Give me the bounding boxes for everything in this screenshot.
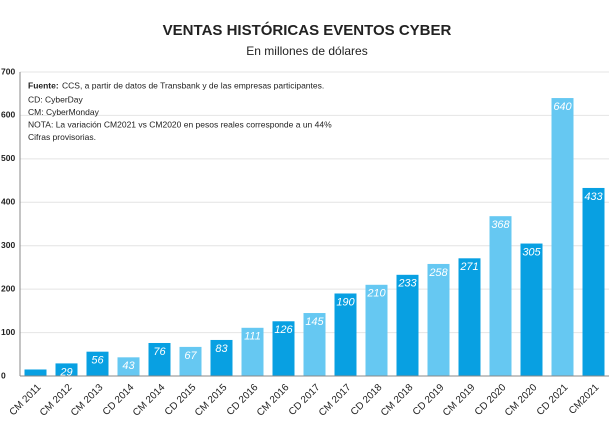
value-label: 126 — [274, 324, 293, 336]
value-label: 67 — [184, 350, 197, 362]
bar — [272, 321, 295, 376]
bar — [458, 258, 481, 376]
bar — [427, 263, 450, 376]
value-label: 433 — [584, 191, 603, 203]
y-tick-label: 200 — [1, 283, 15, 293]
value-label: 305 — [522, 246, 541, 258]
bar — [117, 357, 140, 376]
value-label: 368 — [491, 219, 510, 231]
y-tick-label: 300 — [1, 240, 15, 250]
x-tick-label: CM 2018 — [379, 382, 416, 419]
value-label: 76 — [153, 346, 166, 358]
x-tick-label: CM 2016 — [255, 382, 292, 419]
bar — [520, 243, 543, 376]
x-tick-label: CM 2020 — [503, 382, 540, 419]
bar — [396, 274, 419, 376]
x-tick-label: CM 2011 — [8, 382, 44, 418]
y-tick-label: 0 — [1, 370, 6, 380]
bar — [334, 293, 357, 376]
y-tick-label: 100 — [1, 327, 15, 337]
note: NOTA: La variación CM2021 vs CM2020 en p… — [28, 119, 332, 129]
value-label: 271 — [459, 261, 478, 273]
value-label: 145 — [305, 316, 324, 328]
value-label: 190 — [336, 296, 355, 308]
x-tick-label: CM 2013 — [69, 382, 106, 419]
note: CD: CyberDay — [28, 94, 84, 104]
bar — [24, 369, 47, 376]
x-tick-label: CD 2021 — [535, 382, 571, 418]
bar — [489, 216, 512, 376]
bar — [55, 363, 78, 376]
x-tick-label: CM 2017 — [317, 382, 354, 419]
bar — [179, 346, 202, 376]
source-text: CCS, a partir de datos de Transbank y de… — [62, 80, 324, 90]
y-tick-label: 600 — [1, 110, 15, 120]
x-tick-label: CM2021 — [567, 382, 602, 417]
value-label: 640 — [553, 101, 572, 113]
chart-title: VENTAS HISTÓRICAS EVENTOS CYBER — [163, 21, 452, 39]
y-tick-label: 700 — [1, 66, 15, 76]
x-tick-label: CM 2014 — [131, 382, 168, 419]
bar — [210, 339, 233, 376]
x-tick-label: CM 2015 — [193, 382, 230, 419]
bar — [551, 98, 574, 377]
bar — [86, 351, 109, 376]
note: CM: CyberMonday — [28, 107, 100, 117]
value-label: 56 — [91, 355, 104, 367]
note: Cifras provisorias. — [28, 132, 96, 142]
bar — [582, 187, 605, 376]
bar — [303, 313, 326, 376]
value-label: 258 — [428, 267, 448, 279]
bar — [148, 342, 171, 376]
value-label: 43 — [122, 360, 135, 372]
value-label: 210 — [366, 288, 386, 300]
value-label: 111 — [244, 331, 261, 343]
value-label: 29 — [59, 366, 72, 378]
x-tick-label: CM 2019 — [441, 382, 478, 419]
x-tick-label: CM 2012 — [38, 382, 75, 419]
grid — [20, 71, 609, 377]
value-label: 233 — [397, 278, 417, 290]
chart-subtitle: En millones de dólares — [246, 44, 367, 58]
bar — [365, 284, 388, 376]
bar — [241, 327, 264, 376]
y-tick-label: 400 — [1, 197, 15, 207]
value-label: 83 — [215, 343, 228, 355]
source-label: Fuente: — [28, 80, 59, 90]
y-tick-label: 500 — [1, 153, 15, 163]
